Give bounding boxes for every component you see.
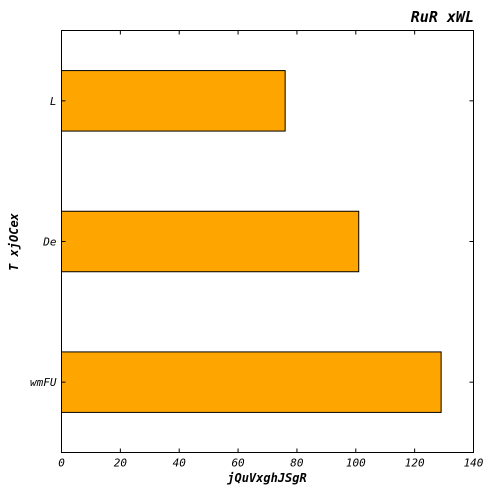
- bar-wmfu: [61, 351, 442, 413]
- x-tick-label: 80: [290, 457, 304, 470]
- ticks-group: wmFU De L 0 20 40 60 80 100 120 140: [30, 30, 484, 470]
- chart-title: RuR xWL: [411, 8, 474, 26]
- bar-de: [61, 210, 360, 273]
- bars-group: [61, 70, 442, 413]
- x-tick-label: 120: [405, 457, 425, 470]
- bar-l: [61, 70, 286, 132]
- y-tick-label: L: [50, 95, 57, 108]
- x-axis-label: jQuVxghJSgR: [226, 471, 306, 485]
- x-tick-label: 60: [231, 457, 245, 470]
- x-tick-label: 140: [464, 457, 484, 470]
- y-tick-label: De: [42, 236, 57, 249]
- x-tick-label: 40: [173, 457, 187, 470]
- x-tick-label: 100: [346, 457, 366, 470]
- y-axis-label: T xjOCex: [7, 212, 21, 271]
- x-tick-label: 20: [114, 457, 128, 470]
- x-tick-label: 0: [58, 457, 65, 470]
- y-tick-label: wmFU: [30, 376, 57, 389]
